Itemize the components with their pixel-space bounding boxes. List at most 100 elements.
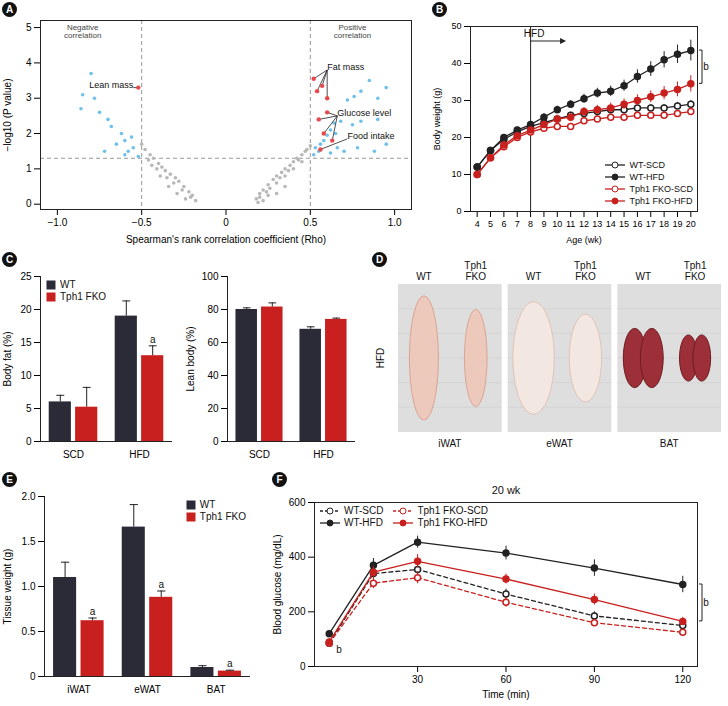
- svg-text:FKO: FKO: [465, 271, 486, 282]
- svg-text:60: 60: [500, 674, 512, 685]
- svg-text:2: 2: [26, 128, 32, 139]
- svg-text:12: 12: [579, 219, 589, 229]
- svg-text:19: 19: [672, 219, 682, 229]
- svg-text:20 wk: 20 wk: [492, 484, 521, 496]
- svg-text:0.5: 0.5: [303, 217, 317, 228]
- svg-text:10: 10: [451, 169, 461, 179]
- svg-text:eWAT: eWAT: [134, 684, 161, 695]
- svg-text:Body fat (%): Body fat (%): [2, 331, 13, 386]
- svg-text:0: 0: [213, 436, 219, 447]
- svg-text:5: 5: [26, 403, 32, 414]
- svg-text:120: 120: [674, 674, 691, 685]
- svg-text:1: 1: [26, 163, 32, 174]
- svg-text:iWAT: iWAT: [438, 438, 461, 449]
- svg-text:b: b: [703, 597, 709, 608]
- svg-text:Lean mass: Lean mass: [89, 80, 134, 90]
- svg-text:25: 25: [20, 271, 32, 282]
- svg-text:FKO: FKO: [685, 271, 706, 282]
- svg-text:30: 30: [412, 674, 424, 685]
- svg-text:5: 5: [26, 22, 32, 33]
- svg-text:40: 40: [451, 58, 461, 68]
- svg-text:a: a: [227, 658, 233, 669]
- svg-text:5: 5: [488, 219, 493, 229]
- svg-text:Fat mass: Fat mass: [327, 62, 365, 72]
- svg-text:40: 40: [207, 370, 219, 381]
- svg-text:a: a: [150, 334, 156, 345]
- svg-text:100: 100: [202, 271, 219, 282]
- svg-text:9: 9: [541, 219, 546, 229]
- svg-text:HFD: HFD: [313, 449, 334, 460]
- svg-text:−0.5: −0.5: [132, 217, 152, 228]
- svg-text:Lean body (%): Lean body (%): [185, 326, 196, 391]
- svg-text:Tph1: Tph1: [574, 260, 597, 271]
- svg-text:600: 600: [289, 497, 306, 508]
- svg-text:WT: WT: [416, 271, 432, 282]
- svg-text:17: 17: [646, 219, 656, 229]
- svg-text:WT: WT: [526, 271, 542, 282]
- svg-text:400: 400: [289, 551, 306, 562]
- svg-text:20: 20: [686, 219, 696, 229]
- svg-text:−1.0: −1.0: [47, 217, 67, 228]
- svg-text:SCD: SCD: [249, 449, 270, 460]
- svg-text:60: 60: [207, 337, 219, 348]
- svg-text:20: 20: [20, 304, 32, 315]
- svg-text:a: a: [90, 606, 96, 617]
- svg-text:0: 0: [26, 198, 32, 209]
- svg-text:14: 14: [606, 219, 616, 229]
- svg-text:4: 4: [26, 57, 32, 68]
- svg-text:SCD: SCD: [63, 449, 84, 460]
- svg-text:FKO: FKO: [575, 271, 596, 282]
- svg-text:Time (min): Time (min): [482, 689, 529, 700]
- svg-text:6: 6: [501, 219, 506, 229]
- svg-text:BAT: BAT: [207, 684, 226, 695]
- svg-text:1.0: 1.0: [388, 217, 402, 228]
- svg-text:13: 13: [592, 219, 602, 229]
- svg-text:Blood glucose (mg/dL): Blood glucose (mg/dL): [272, 534, 283, 634]
- svg-text:b: b: [336, 644, 342, 655]
- svg-text:4: 4: [475, 219, 480, 229]
- svg-text:HFD: HFD: [129, 449, 150, 460]
- svg-text:10: 10: [20, 370, 32, 381]
- svg-text:90: 90: [589, 674, 601, 685]
- svg-text:HFD: HFD: [524, 28, 545, 39]
- svg-text:Body weight (g): Body weight (g): [432, 88, 442, 151]
- svg-text:2.0: 2.0: [22, 491, 36, 502]
- svg-text:b: b: [703, 61, 709, 72]
- svg-text:18: 18: [659, 219, 669, 229]
- svg-text:20: 20: [451, 132, 461, 142]
- svg-text:10: 10: [552, 219, 562, 229]
- svg-text:16: 16: [632, 219, 642, 229]
- svg-text:0: 0: [26, 436, 32, 447]
- svg-text:iWAT: iWAT: [67, 684, 90, 695]
- svg-text:0: 0: [223, 217, 229, 228]
- svg-text:0: 0: [30, 671, 36, 682]
- svg-text:50: 50: [451, 21, 461, 31]
- svg-text:Food intake: Food intake: [347, 131, 394, 141]
- svg-text:Tph1: Tph1: [464, 260, 487, 271]
- svg-text:−log10 (P value): −log10 (P value): [2, 79, 13, 152]
- svg-text:HFD: HFD: [375, 348, 386, 369]
- svg-text:0.5: 0.5: [22, 626, 36, 637]
- svg-text:200: 200: [289, 606, 306, 617]
- svg-text:3: 3: [26, 92, 32, 103]
- svg-text:20: 20: [207, 403, 219, 414]
- svg-text:Spearman's rank correlation co: Spearman's rank correlation coefficient …: [126, 234, 326, 245]
- svg-text:1.5: 1.5: [22, 536, 36, 547]
- svg-text:Glucose level: Glucose level: [337, 108, 391, 118]
- svg-text:0: 0: [456, 206, 461, 216]
- svg-text:8: 8: [528, 219, 533, 229]
- svg-text:BAT: BAT: [660, 438, 679, 449]
- svg-text:Tissue weight (g): Tissue weight (g): [2, 549, 13, 625]
- svg-text:30: 30: [451, 95, 461, 105]
- svg-text:Positivecorrelation: Positivecorrelation: [334, 23, 371, 40]
- svg-text:80: 80: [207, 304, 219, 315]
- svg-text:a: a: [158, 579, 164, 590]
- svg-text:7: 7: [515, 219, 520, 229]
- svg-text:Negativecorrelation: Negativecorrelation: [64, 23, 101, 40]
- svg-text:11: 11: [566, 219, 575, 229]
- svg-text:Age (wk): Age (wk): [566, 235, 602, 245]
- svg-text:1.0: 1.0: [22, 581, 36, 592]
- svg-text:eWAT: eWAT: [546, 438, 573, 449]
- svg-text:Tph1: Tph1: [684, 260, 707, 271]
- svg-text:0: 0: [300, 661, 306, 672]
